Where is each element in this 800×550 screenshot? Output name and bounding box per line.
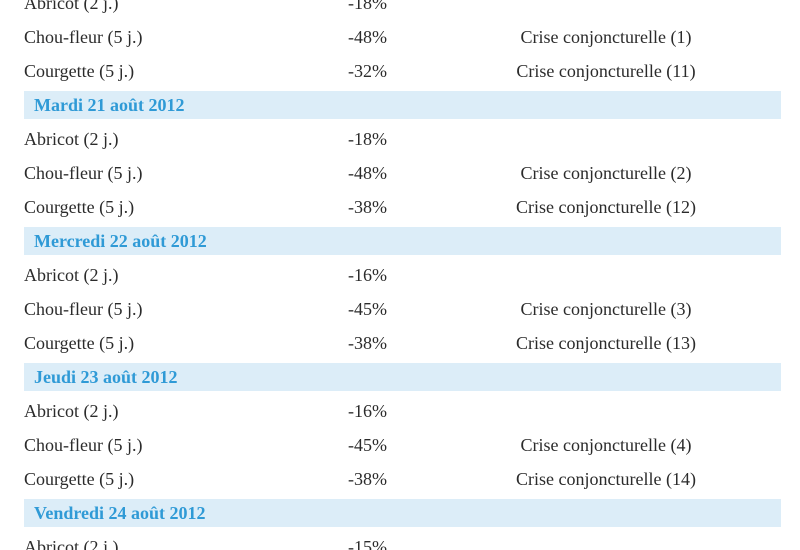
day-header-label: Vendredi 24 août 2012 <box>34 503 206 523</box>
price-change-cell: -32% <box>348 61 387 81</box>
crisis-status-cell: Crise conjoncturelle (11) <box>516 61 696 81</box>
price-change-cell: -45% <box>348 299 387 319</box>
crisis-status-cell: Crise conjoncturelle (13) <box>516 333 696 353</box>
price-change-cell: -15% <box>348 537 387 550</box>
price-change-cell: -38% <box>348 197 387 217</box>
product-cell: Courgette (5 j.) <box>24 333 135 353</box>
table-row: Courgette (5 j.) -38% Crise conjoncturelle… <box>0 190 800 224</box>
day-header: Mercredi 22 août 2012 <box>0 224 800 258</box>
crisis-status-cell: Crise conjoncturelle (3) <box>520 299 692 319</box>
crisis-status-cell: Crise conjoncturelle (4) <box>520 435 692 455</box>
table-row: Abricot (2 j.) -16% <box>0 394 800 428</box>
table-row: Chou-fleur (5 j.) -45% Crise conjoncturell… <box>0 292 800 326</box>
product-cell: Abricot (2 j.) <box>24 265 119 285</box>
product-cell: Courgette (5 j.) <box>24 61 135 81</box>
day-header-label: Mardi 21 août 2012 <box>34 95 185 115</box>
day-header-band <box>24 91 781 119</box>
product-cell: Abricot (2 j.) <box>24 129 119 149</box>
table-row: Courgette (5 j.) -38% Crise conjoncturelle… <box>0 326 800 360</box>
day-header: Vendredi 24 août 2012 <box>0 496 800 530</box>
price-change-cell: -16% <box>348 401 387 421</box>
product-cell: Courgette (5 j.) <box>24 469 135 489</box>
day-header-label: Jeudi 23 août 2012 <box>34 367 178 387</box>
price-change-cell: -16% <box>348 265 387 285</box>
crisis-status-cell: Crise conjoncturelle (1) <box>520 27 692 47</box>
product-cell: Chou-fleur (5 j.) <box>24 435 143 455</box>
table-row: Chou-fleur (5 j.) -45% Crise conjoncturell… <box>0 428 800 462</box>
price-change-cell: -38% <box>348 333 387 353</box>
product-cell: Abricot (2 j.) <box>24 0 119 13</box>
crisis-status-cell: Crise conjoncturelle (2) <box>520 163 692 183</box>
crisis-status-cell: Crise conjoncturelle (14) <box>516 469 696 489</box>
product-cell: Chou-fleur (5 j.) <box>24 163 143 183</box>
product-cell: Abricot (2 j.) <box>24 401 119 421</box>
day-header-band <box>24 363 781 391</box>
day-header-label: Mercredi 22 août 2012 <box>34 231 207 251</box>
table-row: Abricot (2 j.) -15% <box>0 530 800 550</box>
table-row: Chou-fleur (5 j.) -48% Crise conjoncturell… <box>0 20 800 54</box>
table-row: Abricot (2 j.) -18% <box>0 0 800 20</box>
price-change-cell: -45% <box>348 435 387 455</box>
product-cell: Chou-fleur (5 j.) <box>24 299 143 319</box>
table-row: Courgette (5 j.) -32% Crise conjoncturelle… <box>0 54 800 88</box>
table-row: Courgette (5 j.) -38% Crise conjoncturelle… <box>0 462 800 496</box>
day-header-band <box>24 499 781 527</box>
table-row: Abricot (2 j.) -16% <box>0 258 800 292</box>
price-change-cell: -18% <box>348 0 387 13</box>
product-cell: Chou-fleur (5 j.) <box>24 27 143 47</box>
price-change-cell: -18% <box>348 129 387 149</box>
crisis-status-cell: Crise conjoncturelle (12) <box>516 197 696 217</box>
day-header-band <box>24 227 781 255</box>
price-change-cell: -48% <box>348 27 387 47</box>
product-cell: Courgette (5 j.) <box>24 197 135 217</box>
price-change-cell: -38% <box>348 469 387 489</box>
table-row: Chou-fleur (5 j.) -48% Crise conjoncturell… <box>0 156 800 190</box>
day-header: Mardi 21 août 2012 <box>0 88 800 122</box>
product-cell: Abricot (2 j.) <box>24 537 119 550</box>
day-header: Jeudi 23 août 2012 <box>0 360 800 394</box>
price-change-cell: -48% <box>348 163 387 183</box>
table-row: Abricot (2 j.) -18% <box>0 122 800 156</box>
